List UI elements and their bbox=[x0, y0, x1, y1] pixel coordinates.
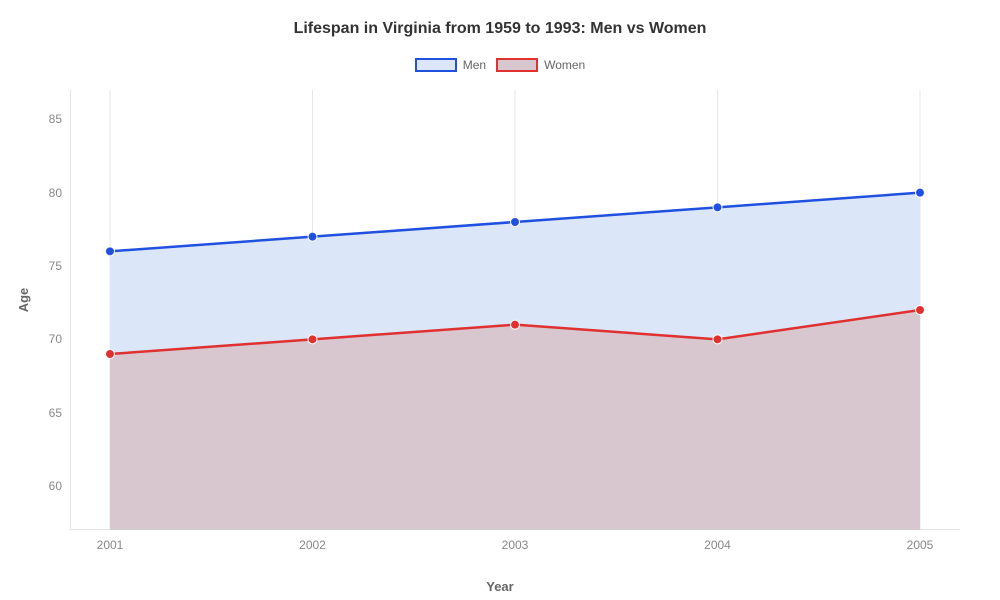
x-tick-label: 2005 bbox=[907, 538, 934, 552]
legend-label-women: Women bbox=[544, 58, 585, 72]
y-axis-label: Age bbox=[16, 288, 31, 313]
chart-title: Lifespan in Virginia from 1959 to 1993: … bbox=[0, 20, 1000, 38]
legend-swatch-men bbox=[415, 58, 457, 72]
data-point[interactable] bbox=[106, 350, 115, 359]
y-tick-label: 65 bbox=[49, 406, 62, 420]
y-tick-label: 85 bbox=[49, 112, 62, 126]
data-point[interactable] bbox=[713, 335, 722, 344]
x-tick-label: 2001 bbox=[97, 538, 124, 552]
y-tick-label: 80 bbox=[49, 186, 62, 200]
data-point[interactable] bbox=[916, 306, 925, 315]
legend-swatch-women bbox=[496, 58, 538, 72]
legend-item-women[interactable]: Women bbox=[496, 58, 585, 72]
data-point[interactable] bbox=[713, 203, 722, 212]
legend-label-men: Men bbox=[463, 58, 486, 72]
data-point[interactable] bbox=[308, 232, 317, 241]
data-point[interactable] bbox=[511, 218, 520, 227]
x-tick-label: 2002 bbox=[299, 538, 326, 552]
legend-item-men[interactable]: Men bbox=[415, 58, 486, 72]
chart-container: Lifespan in Virginia from 1959 to 1993: … bbox=[0, 0, 1000, 600]
y-tick-label: 70 bbox=[49, 332, 62, 346]
y-tick-label: 60 bbox=[49, 479, 62, 493]
data-point[interactable] bbox=[308, 335, 317, 344]
data-point[interactable] bbox=[511, 320, 520, 329]
plot-area: 60657075808520012002200320042005 bbox=[70, 90, 960, 530]
y-tick-label: 75 bbox=[49, 259, 62, 273]
x-tick-label: 2004 bbox=[704, 538, 731, 552]
x-tick-label: 2003 bbox=[502, 538, 529, 552]
data-point[interactable] bbox=[106, 247, 115, 256]
legend: Men Women bbox=[0, 58, 1000, 72]
data-point[interactable] bbox=[916, 188, 925, 197]
chart-svg bbox=[70, 90, 960, 530]
x-axis-label: Year bbox=[0, 579, 1000, 594]
